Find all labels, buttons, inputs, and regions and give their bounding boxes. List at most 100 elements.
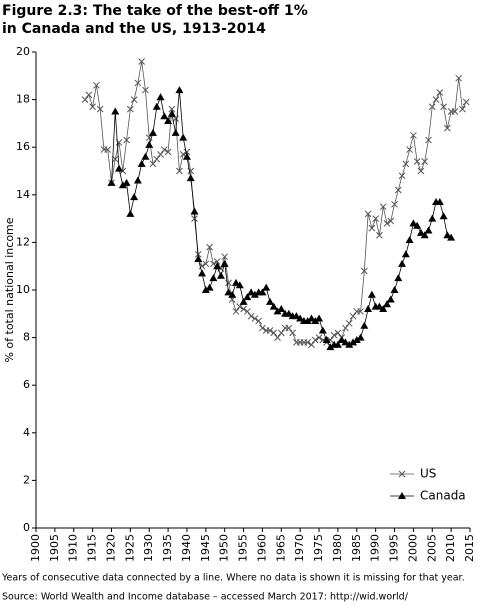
marker <box>401 250 410 258</box>
marker <box>224 288 233 296</box>
marker <box>85 91 93 99</box>
marker <box>198 269 207 277</box>
marker <box>416 228 425 236</box>
x-tick-label: 2005 <box>425 534 438 562</box>
x-tick-label: 1990 <box>369 534 382 562</box>
marker <box>304 339 312 346</box>
marker <box>206 243 213 251</box>
marker <box>220 259 229 267</box>
marker <box>149 160 157 168</box>
marker <box>186 174 195 182</box>
marker <box>386 295 395 303</box>
marker <box>330 331 338 339</box>
marker <box>425 136 432 144</box>
y-tick-label: 10 <box>16 283 30 296</box>
marker <box>153 155 161 163</box>
marker <box>352 335 361 343</box>
legend-label: US <box>420 467 436 481</box>
marker <box>201 286 210 293</box>
marker <box>349 338 358 346</box>
marker <box>258 288 267 296</box>
marker <box>137 159 146 167</box>
marker <box>104 146 112 153</box>
marker <box>296 314 305 322</box>
marker <box>383 220 391 227</box>
marker <box>190 207 199 215</box>
marker <box>387 217 395 225</box>
marker <box>368 224 376 232</box>
x-tick-label: 1945 <box>199 534 212 562</box>
marker <box>390 286 399 293</box>
y-tick-label: 16 <box>16 140 30 153</box>
legend-marker <box>398 492 406 499</box>
marker <box>122 178 131 186</box>
x-tick-label: 2000 <box>406 534 419 562</box>
marker <box>213 262 222 270</box>
legend-label: Canada <box>420 489 466 503</box>
marker <box>221 253 229 261</box>
marker <box>126 105 134 113</box>
marker <box>93 81 100 89</box>
marker <box>410 131 417 139</box>
chart-title: Figure 2.3: The take of the best-off 1% <box>2 3 308 19</box>
marker <box>364 210 372 218</box>
x-tick-label: 1910 <box>67 534 80 562</box>
marker <box>357 308 364 315</box>
marker <box>141 152 150 160</box>
marker <box>308 341 315 349</box>
marker <box>247 312 255 320</box>
marker <box>134 79 142 87</box>
marker <box>228 290 237 298</box>
y-tick-label: 12 <box>16 235 30 248</box>
marker <box>289 329 296 337</box>
x-tick-label: 2010 <box>444 534 457 562</box>
marker <box>315 314 324 322</box>
marker <box>164 117 173 125</box>
marker <box>81 96 89 103</box>
marker <box>462 98 470 106</box>
y-axis-label: % of total national income <box>3 217 16 362</box>
marker <box>240 305 247 313</box>
marker <box>126 209 135 217</box>
marker <box>443 231 452 239</box>
marker <box>367 290 376 298</box>
marker <box>148 128 157 136</box>
marker <box>391 200 398 208</box>
x-tick-label: 1965 <box>274 534 287 562</box>
marker <box>183 148 191 156</box>
marker <box>307 314 316 322</box>
marker <box>89 103 96 111</box>
marker <box>274 334 281 341</box>
marker <box>191 215 198 222</box>
marker <box>130 96 138 103</box>
marker <box>409 219 418 227</box>
marker <box>138 58 146 65</box>
x-tick-label: 1970 <box>293 534 306 562</box>
x-tick-label: 1920 <box>104 534 117 562</box>
y-tick-label: 20 <box>16 45 30 58</box>
x-tick-label: 1960 <box>255 534 268 562</box>
marker <box>420 231 429 239</box>
marker <box>394 186 402 194</box>
marker <box>277 305 286 313</box>
marker <box>152 102 161 110</box>
marker <box>356 333 365 341</box>
note: Source: World Wealth and Income database… <box>2 592 409 603</box>
marker <box>250 290 259 298</box>
marker <box>435 197 444 205</box>
marker <box>277 329 285 337</box>
marker <box>379 305 388 313</box>
marker <box>421 158 429 165</box>
marker <box>440 103 447 111</box>
marker <box>111 107 120 115</box>
chart-title: in Canada and the US, 1913-2014 <box>2 21 266 37</box>
marker <box>345 319 353 327</box>
y-tick-label: 0 <box>23 521 30 534</box>
marker <box>455 74 463 82</box>
y-tick-label: 18 <box>16 93 30 106</box>
series-line <box>84 61 467 346</box>
marker <box>341 338 350 346</box>
marker <box>167 109 176 117</box>
marker <box>406 146 413 153</box>
